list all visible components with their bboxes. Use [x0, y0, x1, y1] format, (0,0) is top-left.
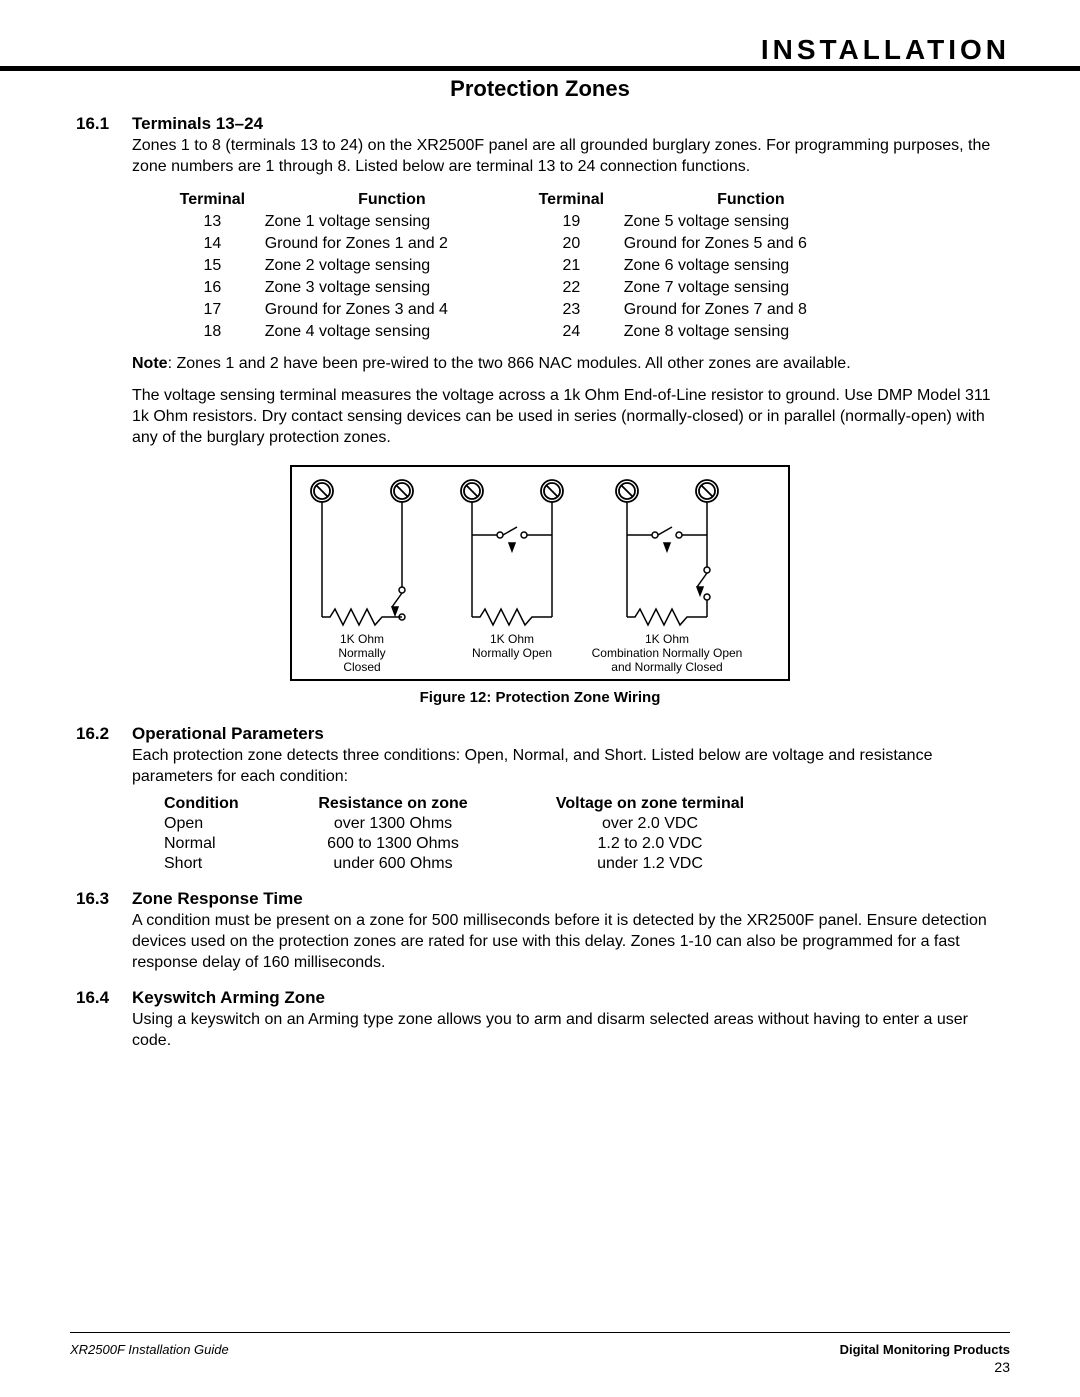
cell: Normal [146, 835, 276, 853]
cell: Zone 3 voltage sensing [257, 278, 527, 298]
paragraph-2: The voltage sensing terminal measures th… [132, 386, 1002, 448]
cell: 15 [170, 256, 255, 276]
cell: 24 [529, 322, 614, 342]
cell: over 1300 Ohms [278, 815, 508, 833]
cell: 18 [170, 322, 255, 342]
page-number: 23 [994, 1359, 1010, 1375]
cell: Zone 5 voltage sensing [616, 212, 886, 232]
section-body: Zones 1 to 8 (terminals 13 to 24) on the… [132, 136, 1002, 178]
th-terminal-2: Terminal [529, 190, 614, 210]
diag-label: and Normally Closed [611, 660, 722, 674]
th: Voltage on zone terminal [510, 795, 790, 813]
section-body: Each protection zone detects three condi… [132, 746, 1002, 788]
cell: Ground for Zones 3 and 4 [257, 300, 527, 320]
cell: Zone 4 voltage sensing [257, 322, 527, 342]
cell: 17 [170, 300, 255, 320]
diag-label: 1K Ohm [645, 632, 689, 646]
cell: 600 to 1300 Ohms [278, 835, 508, 853]
section-title: Keyswitch Arming Zone [132, 988, 1002, 1008]
figure-caption: Figure 12: Protection Zone Wiring [78, 689, 1002, 706]
note-line: Note: Zones 1 and 2 have been pre-wired … [132, 354, 1002, 375]
cell: Ground for Zones 1 and 2 [257, 234, 527, 254]
note-label: Note [132, 355, 168, 372]
th-terminal-1: Terminal [170, 190, 255, 210]
section-16-3: 16.3 Zone Response Time A condition must… [78, 889, 1002, 973]
th: Resistance on zone [278, 795, 508, 813]
cell: Zone 2 voltage sensing [257, 256, 527, 276]
diag-label: 1K Ohm [490, 632, 534, 646]
section-number: 16.1 [76, 114, 109, 134]
cell: 16 [170, 278, 255, 298]
section-title: Terminals 13–24 [132, 114, 1002, 134]
section-number: 16.4 [76, 988, 109, 1008]
cell: over 2.0 VDC [510, 815, 790, 833]
cell: Short [146, 855, 276, 873]
cell: 23 [529, 300, 614, 320]
wiring-svg: 1K Ohm Normally Closed 1K Ohm Normally O… [292, 467, 788, 679]
diag-label: Normally [338, 646, 385, 660]
cell: Zone 1 voltage sensing [257, 212, 527, 232]
section-16-1: 16.1 Terminals 13–24 Zones 1 to 8 (termi… [78, 114, 1002, 706]
terminal-table: Terminal Function Terminal Function 13Zo… [168, 188, 888, 344]
section-number: 16.2 [76, 724, 109, 744]
cell: 22 [529, 278, 614, 298]
diag-label: 1K Ohm [340, 632, 384, 646]
cell: Zone 8 voltage sensing [616, 322, 886, 342]
cell: Ground for Zones 5 and 6 [616, 234, 886, 254]
cell: under 600 Ohms [278, 855, 508, 873]
section-title: Operational Parameters [132, 724, 1002, 744]
cell: Open [146, 815, 276, 833]
conditions-table: Condition Resistance on zone Voltage on … [144, 793, 792, 875]
cell: 13 [170, 212, 255, 232]
diag-label: Closed [343, 660, 380, 674]
cell: 19 [529, 212, 614, 232]
cell: 21 [529, 256, 614, 276]
cell: 1.2 to 2.0 VDC [510, 835, 790, 853]
section-16-2: 16.2 Operational Parameters Each protect… [78, 724, 1002, 876]
section-title: Zone Response Time [132, 889, 1002, 909]
diag-label: Normally Open [472, 646, 552, 660]
header-rule [0, 66, 1080, 71]
footer-right: Digital Monitoring Products [840, 1342, 1010, 1357]
diag-label: Combination Normally Open [592, 646, 743, 660]
th-function-2: Function [616, 190, 886, 210]
footer-rule [70, 1332, 1010, 1333]
cell: Zone 6 voltage sensing [616, 256, 886, 276]
note-text: : Zones 1 and 2 have been pre-wired to t… [168, 355, 851, 372]
section-16-4: 16.4 Keyswitch Arming Zone Using a keysw… [78, 988, 1002, 1052]
page-title: Protection Zones [0, 76, 1080, 102]
section-body: A condition must be present on a zone fo… [132, 911, 1002, 973]
section-number: 16.3 [76, 889, 109, 909]
th-function-1: Function [257, 190, 527, 210]
cell: Zone 7 voltage sensing [616, 278, 886, 298]
content-area: 16.1 Terminals 13–24 Zones 1 to 8 (termi… [78, 114, 1002, 1065]
cell: under 1.2 VDC [510, 855, 790, 873]
footer-left: XR2500F Installation Guide [70, 1342, 229, 1357]
section-body: Using a keyswitch on an Arming type zone… [132, 1010, 1002, 1052]
wiring-diagram: 1K Ohm Normally Closed 1K Ohm Normally O… [290, 465, 790, 681]
cell: 20 [529, 234, 614, 254]
header-title: INSTALLATION [761, 34, 1010, 66]
cell: 14 [170, 234, 255, 254]
cell: Ground for Zones 7 and 8 [616, 300, 886, 320]
th: Condition [146, 795, 276, 813]
